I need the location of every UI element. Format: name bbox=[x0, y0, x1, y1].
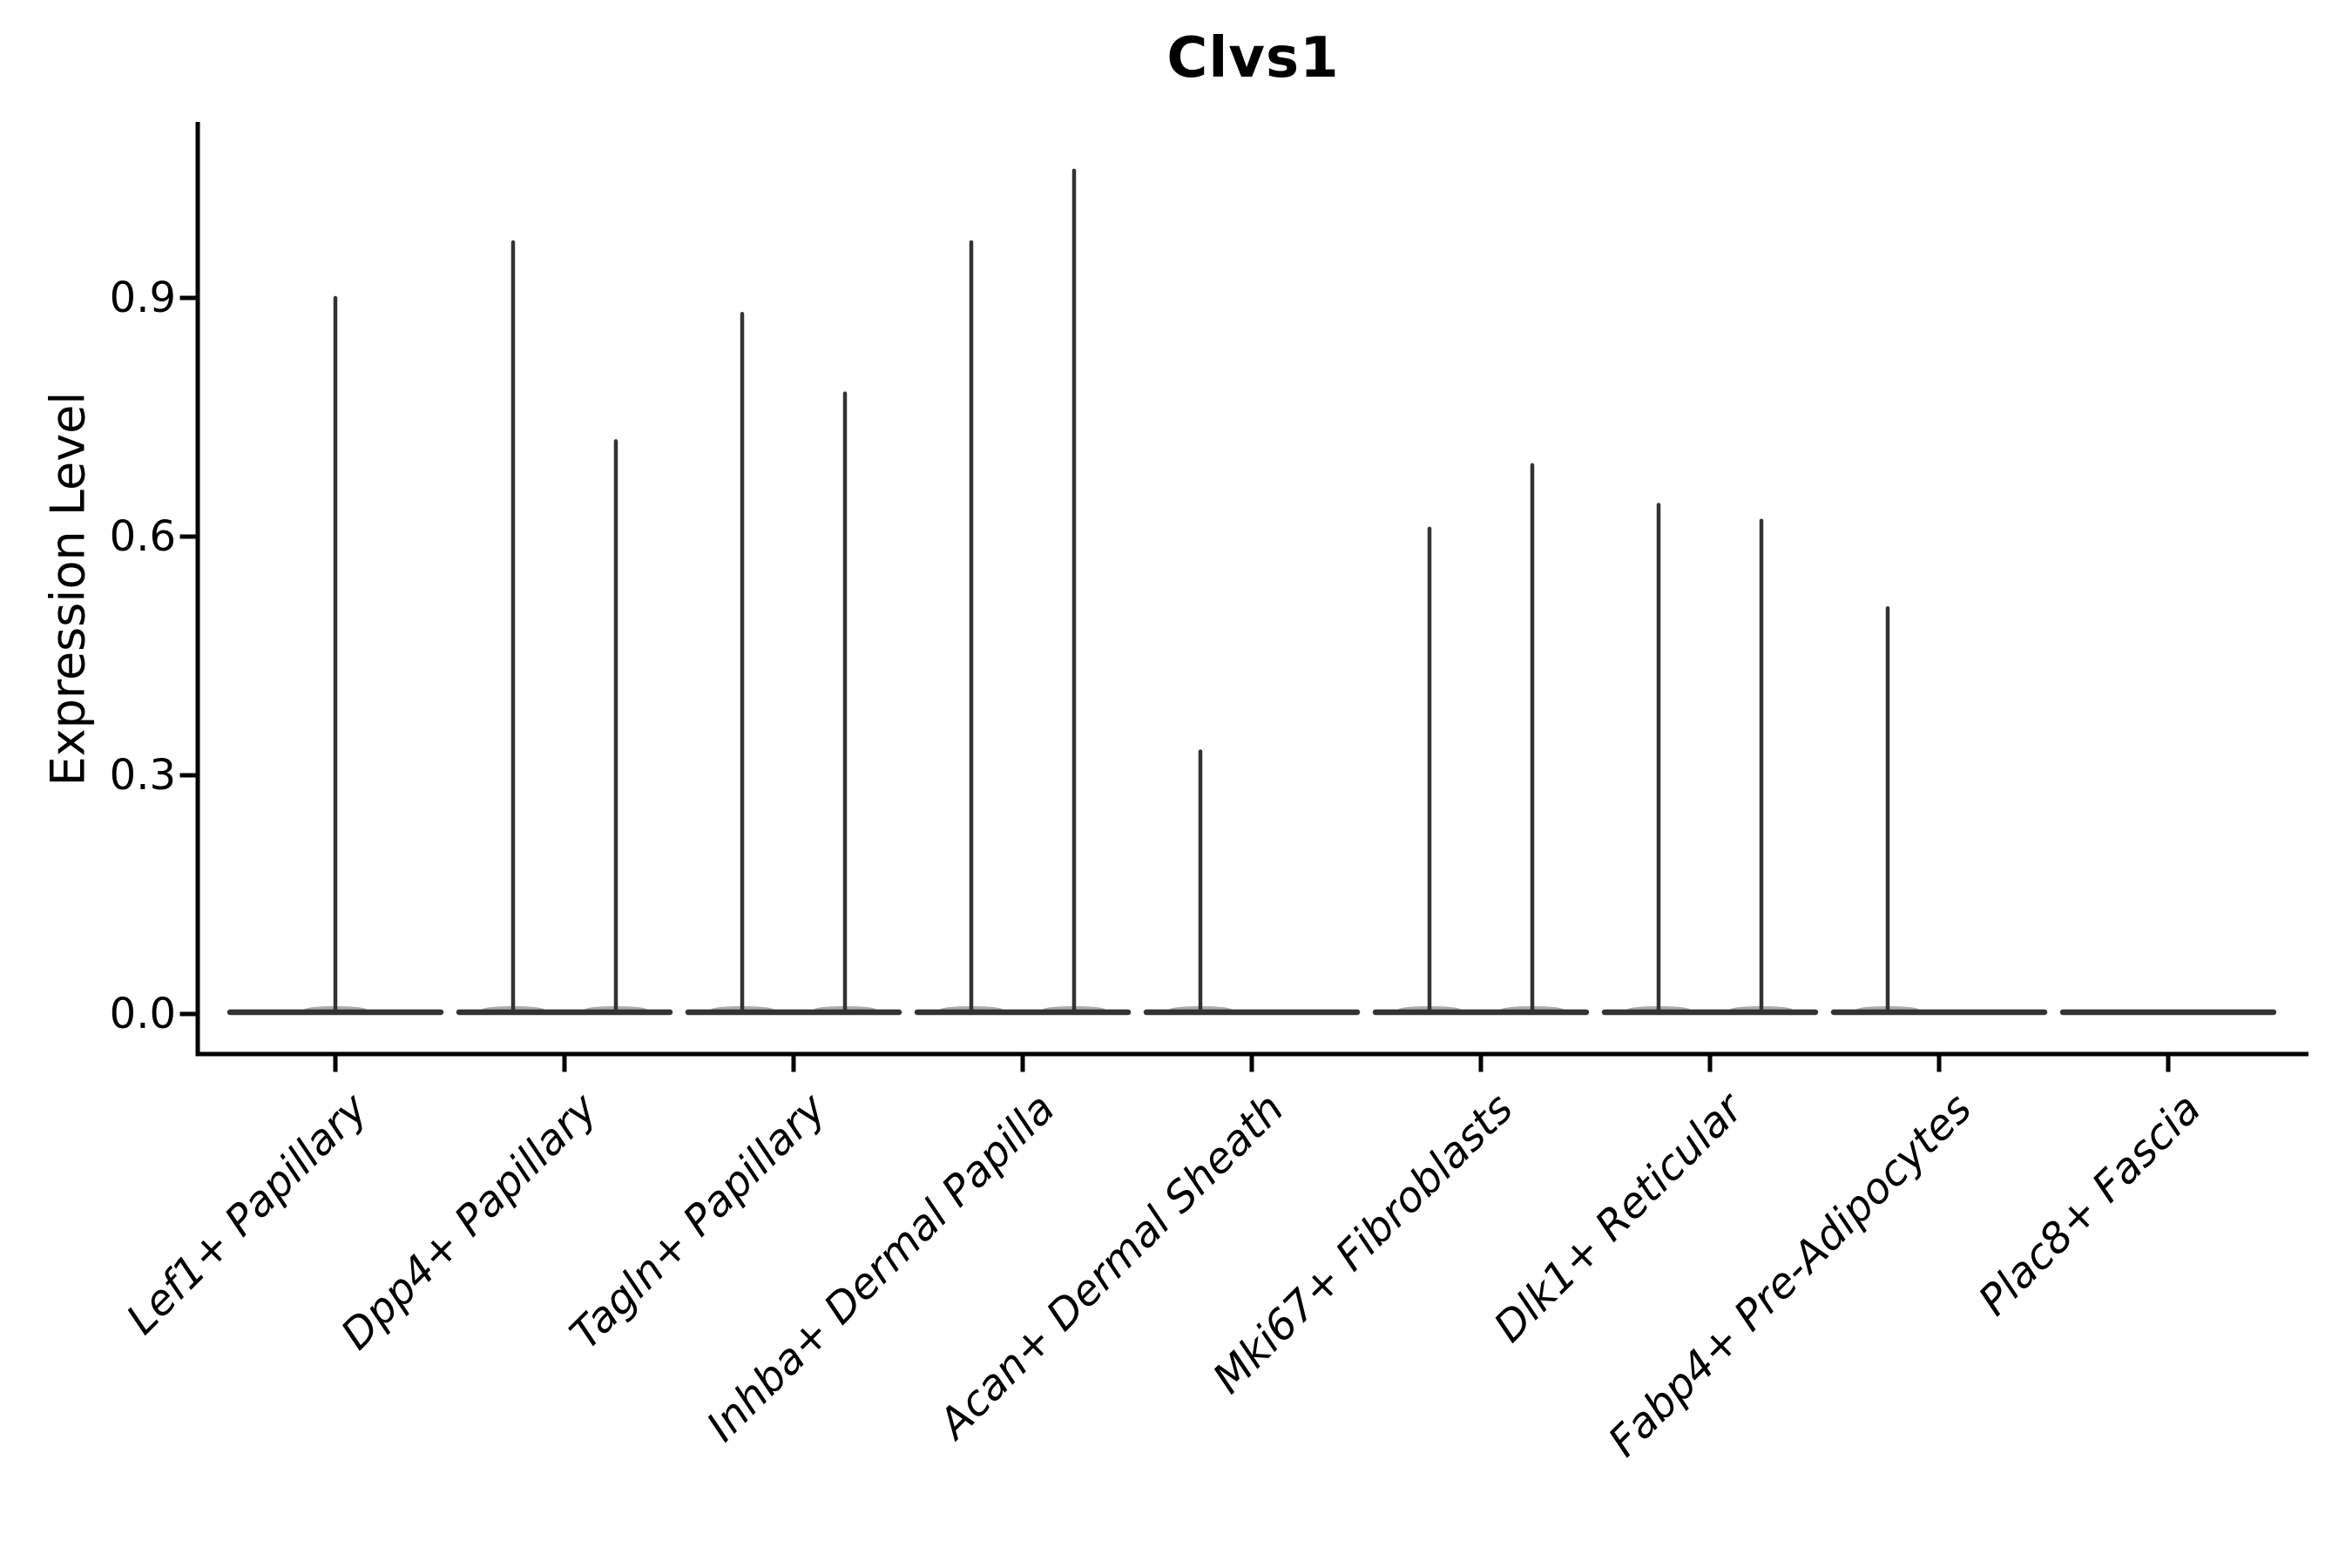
y-tick-label: 0.9 bbox=[109, 274, 176, 323]
y-tick-label: 0.3 bbox=[109, 751, 176, 800]
y-tick-label: 0.6 bbox=[109, 512, 176, 562]
chart-title: Clvs1 bbox=[1166, 26, 1340, 91]
y-tick-label: 0.0 bbox=[109, 990, 176, 1038]
